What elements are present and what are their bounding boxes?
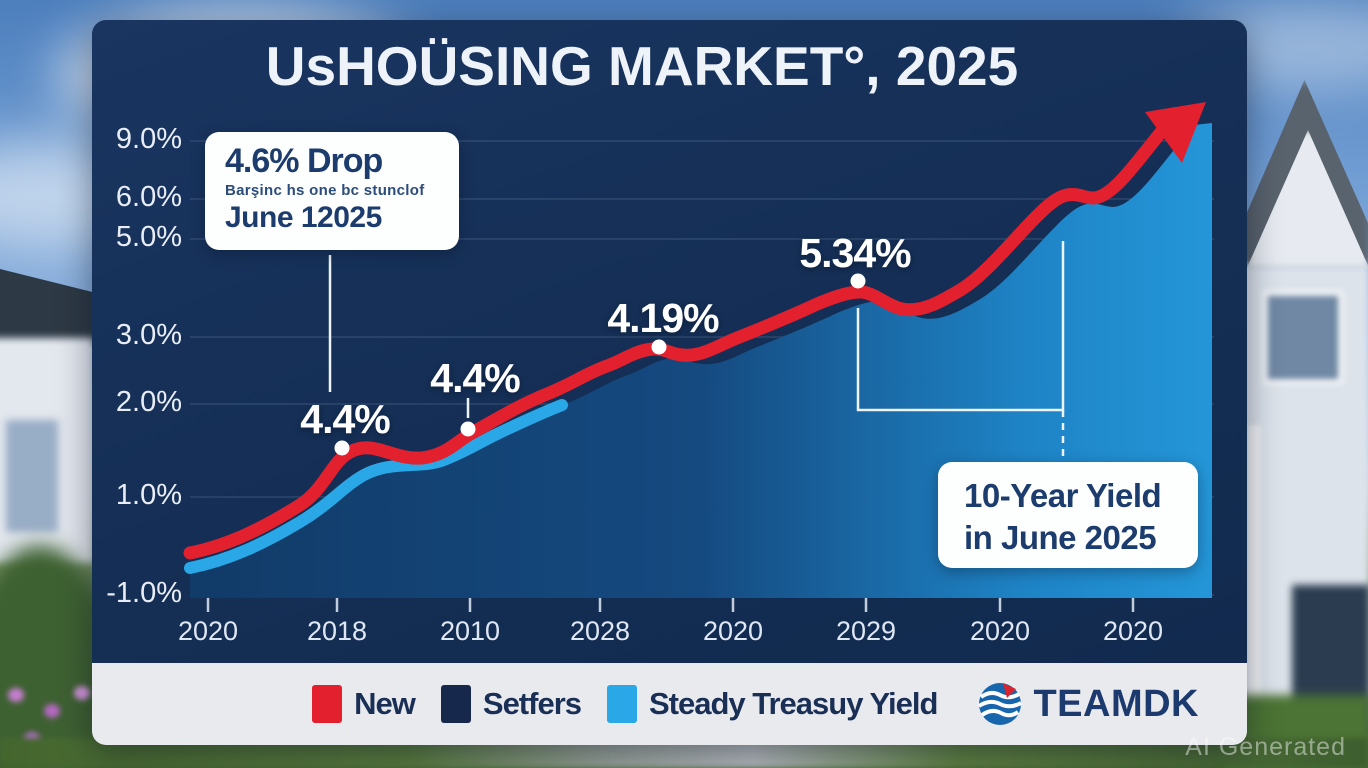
y-axis-label: -1.0% <box>106 577 182 609</box>
y-axis-label: 9.0% <box>115 123 182 155</box>
legend-label: New <box>354 686 416 721</box>
x-axis-label: 2029 <box>835 616 897 646</box>
chart-title: UsHOÜSING MARKET°, 2025 <box>265 35 1019 97</box>
y-axis-label: 1.0% <box>115 479 182 511</box>
treasury-yield-line <box>184 399 568 574</box>
data-point-label: 4.4% <box>300 396 390 442</box>
brand-logo: TEAMDK <box>977 681 1199 727</box>
x-axis-label: 2020 <box>1102 616 1164 646</box>
brand-logo-text: TEAMDK <box>1033 682 1199 725</box>
x-axis-label: 2010 <box>439 616 501 646</box>
data-point-label: 4.19% <box>607 295 719 341</box>
x-axis-label: 2020 <box>702 616 764 646</box>
legend-strip: New Setfers Steady Treasuy Yield TEAMDK <box>92 663 1247 745</box>
legend-label: Steady Treasuy Yield <box>649 686 938 721</box>
background-flower <box>74 686 90 700</box>
data-point-label: 4.4% <box>430 355 520 401</box>
x-axis-label: 2020 <box>177 616 239 646</box>
callout-drop-headline: 4.6% Drop <box>225 142 383 180</box>
data-point-label: 5.34% <box>799 230 911 276</box>
chart-card: UsHOÜSING MARKET°, 2025 9.0% 6.0% 5.0% 3… <box>92 20 1247 745</box>
callout-yield-box: 10-Year Yield in June 2025 <box>938 462 1198 568</box>
callout-yield-line1: 10-Year Yield <box>964 477 1162 514</box>
callout-yield-line2: in June 2025 <box>964 519 1157 557</box>
background-left-window <box>6 420 58 532</box>
callout-drop-subtext: Barşinc hs one bc stunclof <box>225 182 425 199</box>
data-point-dots <box>334 273 866 456</box>
legend-item-treasury: Steady Treasuy Yield <box>607 685 938 723</box>
trend-arrow-icon <box>1145 102 1206 163</box>
background-porch-column <box>1247 425 1261 735</box>
y-axis-label: 5.0% <box>115 221 182 253</box>
new-rate-line <box>183 112 1179 560</box>
annotation-connectors <box>328 241 1065 460</box>
chart-panel: UsHOÜSING MARKET°, 2025 9.0% 6.0% 5.0% 3… <box>92 20 1247 663</box>
y-axis-label: 6.0% <box>115 181 182 213</box>
legend-swatch-red <box>312 685 343 723</box>
legend-swatch-navy <box>440 685 471 723</box>
legend-label: Setfers <box>482 686 582 721</box>
background-flower <box>8 688 24 702</box>
ai-generated-watermark: AI Generated <box>1185 733 1346 761</box>
callout-drop-date: June 12025 <box>225 201 382 234</box>
x-axis-label: 2018 <box>306 616 368 646</box>
x-axis-label: 2028 <box>569 616 631 646</box>
background-right-window <box>1262 290 1344 385</box>
y-axis-label: 3.0% <box>115 319 182 351</box>
y-axis-label: 2.0% <box>115 386 182 418</box>
legend-item-setfers: Setfers <box>440 685 582 723</box>
callout-drop-box: 4.6% Drop Barşinc hs one bc stunclof Jun… <box>205 132 459 250</box>
legend-item-new: New <box>312 685 416 723</box>
legend-swatch-blue <box>607 685 637 723</box>
x-axis-label: 2020 <box>969 616 1031 646</box>
globe-icon <box>978 683 1023 725</box>
x-axis-ticks <box>206 598 1135 612</box>
background-flower <box>44 704 60 718</box>
